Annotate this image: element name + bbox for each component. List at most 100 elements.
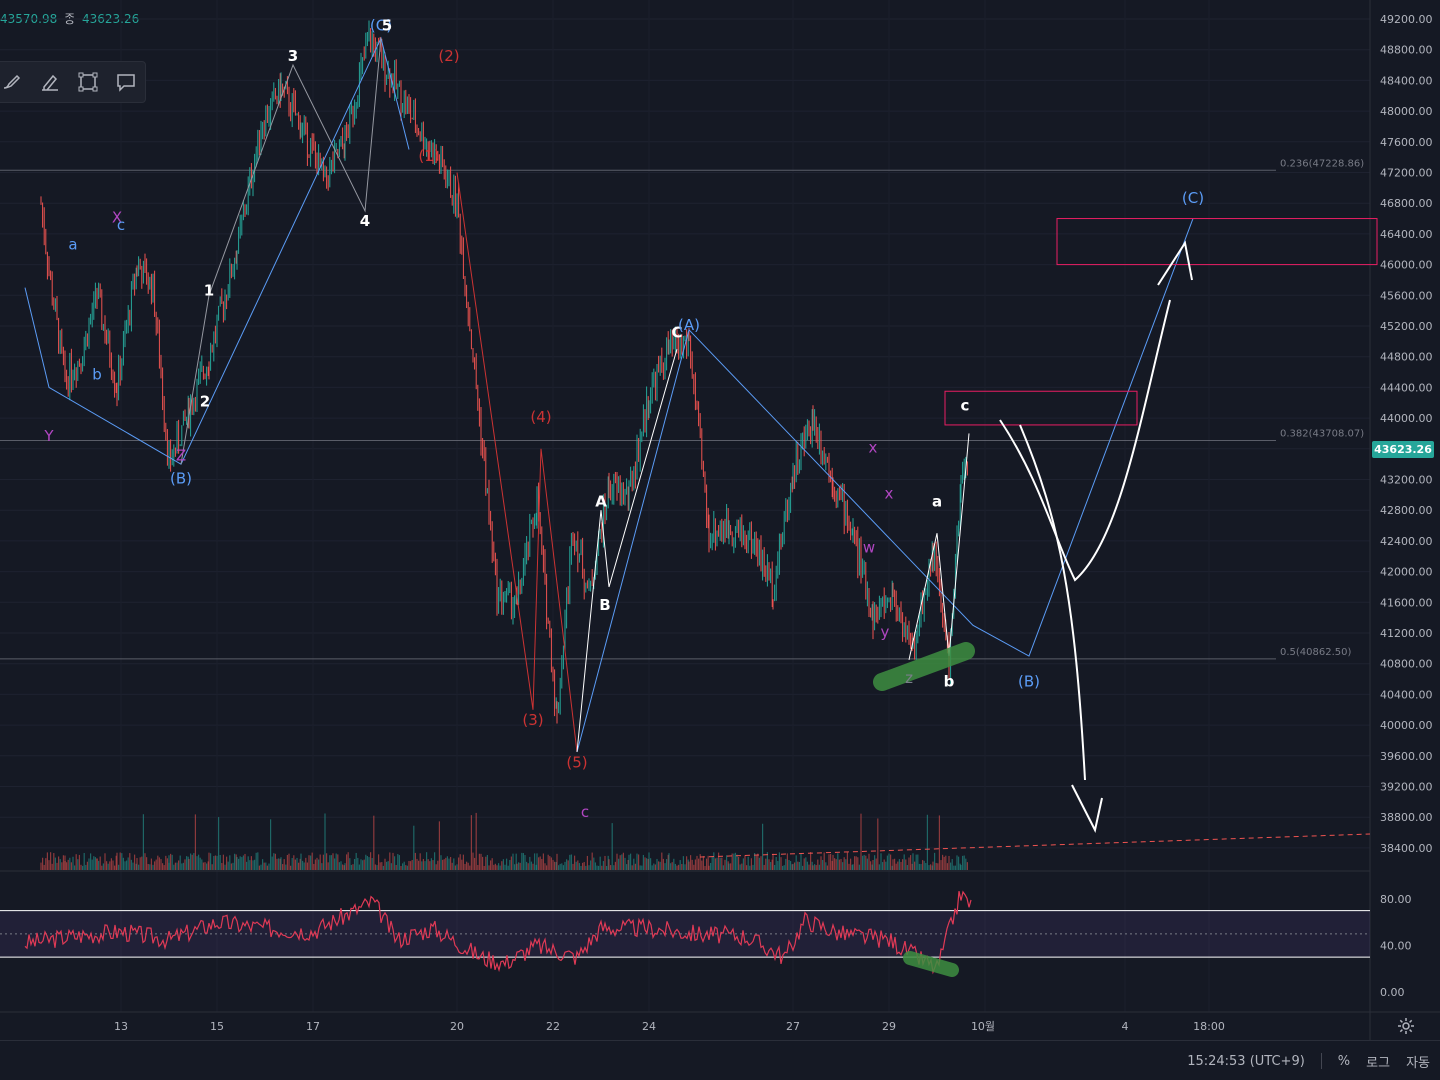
callout-tool[interactable] (107, 62, 145, 102)
price-chart[interactable]: 49200.00 48800.00 48400.00 48000.00 47600.00… (0, 0, 1440, 1040)
volume-bar (62, 855, 64, 870)
volume-bar (883, 859, 885, 870)
volume-bar (354, 859, 356, 870)
volume-bar (408, 860, 410, 870)
auto-scale-toggle[interactable]: 자동 (1406, 1055, 1430, 1071)
volume-bar (908, 857, 910, 870)
volume-bar (582, 862, 584, 870)
percent-scale-toggle[interactable]: % (1337, 1053, 1351, 1069)
clock[interactable]: 15:24:53 (UTC+9) (1187, 1053, 1305, 1069)
volume-bar (406, 865, 408, 870)
volume-bar (488, 865, 490, 870)
volume-bar (80, 864, 82, 870)
volume-bar (647, 858, 649, 870)
volume-bar (958, 856, 960, 870)
volume-bar (474, 857, 476, 870)
volume-bar (373, 815, 375, 870)
volume-bar (442, 859, 444, 870)
volume-bar (490, 860, 492, 870)
status-bar: 15:24:53 (UTC+9) % 로그 자동 (1187, 1046, 1440, 1076)
volume-bar (98, 860, 100, 870)
volume-bar (535, 864, 537, 870)
log-scale-toggle[interactable]: 로그 (1366, 1055, 1391, 1071)
volume-bar (119, 852, 121, 870)
volume-bar (346, 854, 348, 870)
price-axis[interactable]: 49200.00 48800.00 48400.00 48000.00 47600.00… (1380, 13, 1433, 855)
volume-bar (303, 862, 305, 870)
volume-bar (101, 865, 103, 870)
settings-gear-icon[interactable] (1396, 1016, 1416, 1036)
volume-bar (213, 856, 215, 870)
volume-bar (558, 865, 560, 870)
time-tick-label: 18:00 (1193, 1020, 1225, 1033)
volume-bar (633, 858, 635, 870)
volume-bar (478, 853, 480, 870)
volume-bar (960, 864, 962, 870)
time-tick-label: 10월 (971, 1020, 995, 1033)
volume-bar (491, 858, 493, 870)
volume-bar (837, 853, 839, 870)
time-axis[interactable]: 13 15 17 20 22 24 27 29 10월 4 18:00 (114, 1020, 1225, 1033)
volume-bar (502, 859, 504, 870)
volume-bar (376, 865, 378, 870)
volume-bar (371, 857, 373, 870)
wave-label: (2) (438, 47, 459, 65)
volume-bar (227, 861, 229, 870)
volume-bar (394, 856, 396, 870)
volume-bar (485, 856, 487, 870)
volume-bar (110, 858, 112, 870)
volume-bar (77, 859, 79, 870)
volume-bar (585, 865, 587, 870)
time-tick-label: 4 (1122, 1020, 1129, 1033)
volume-bar (258, 865, 260, 870)
volume-bar (494, 863, 496, 870)
volume-trendline (699, 833, 1371, 858)
volume-bar (670, 863, 672, 870)
volume-bar (711, 856, 713, 870)
volume-bar (594, 862, 596, 870)
volume-bar (684, 864, 686, 870)
oscillator-tick-label: 0.00 (1380, 986, 1405, 999)
volume-bar (832, 854, 834, 870)
volume-bar (706, 858, 708, 870)
volume-bar (722, 865, 724, 870)
volume-bar (915, 854, 917, 870)
volume-bar (250, 856, 252, 870)
volume-bar (241, 857, 243, 870)
price-tick-label: 47600.00 (1380, 136, 1433, 149)
volume-bar (99, 856, 101, 870)
volume-bar (501, 861, 503, 870)
volume-bar (716, 857, 718, 870)
volume-bar (389, 852, 391, 870)
highlighter-tool[interactable] (31, 62, 69, 102)
volume-bar (671, 862, 673, 870)
wave-label: b (944, 673, 955, 691)
rectangle-tool[interactable] (69, 62, 107, 102)
volume-bar (190, 853, 192, 870)
wave-label: (3) (522, 711, 543, 729)
volume-bar (416, 858, 418, 870)
target-zone-box-upper (1056, 218, 1378, 266)
volume-bar (234, 853, 236, 870)
volume-bar (158, 857, 160, 870)
volume-bar (613, 865, 615, 870)
volume-bar (218, 817, 220, 870)
volume-bar (374, 864, 376, 870)
volume-bar (147, 863, 149, 870)
volume-bar (224, 864, 226, 870)
volume-bar (302, 860, 304, 870)
volume-bar (667, 854, 669, 870)
volume-bar (274, 853, 276, 870)
price-tick-label: 42400.00 (1380, 535, 1433, 548)
volume-bar (206, 863, 208, 870)
volume-bar (572, 863, 574, 870)
volume-bar (536, 853, 538, 870)
volume-bar (758, 857, 760, 870)
brush-tool[interactable] (0, 62, 31, 102)
volume-bar (630, 853, 632, 870)
time-tick-label: 17 (306, 1020, 320, 1033)
volume-bar (616, 853, 618, 870)
time-tick-label: 29 (882, 1020, 896, 1033)
volume-bar (914, 861, 916, 870)
volume-bar (598, 865, 600, 870)
